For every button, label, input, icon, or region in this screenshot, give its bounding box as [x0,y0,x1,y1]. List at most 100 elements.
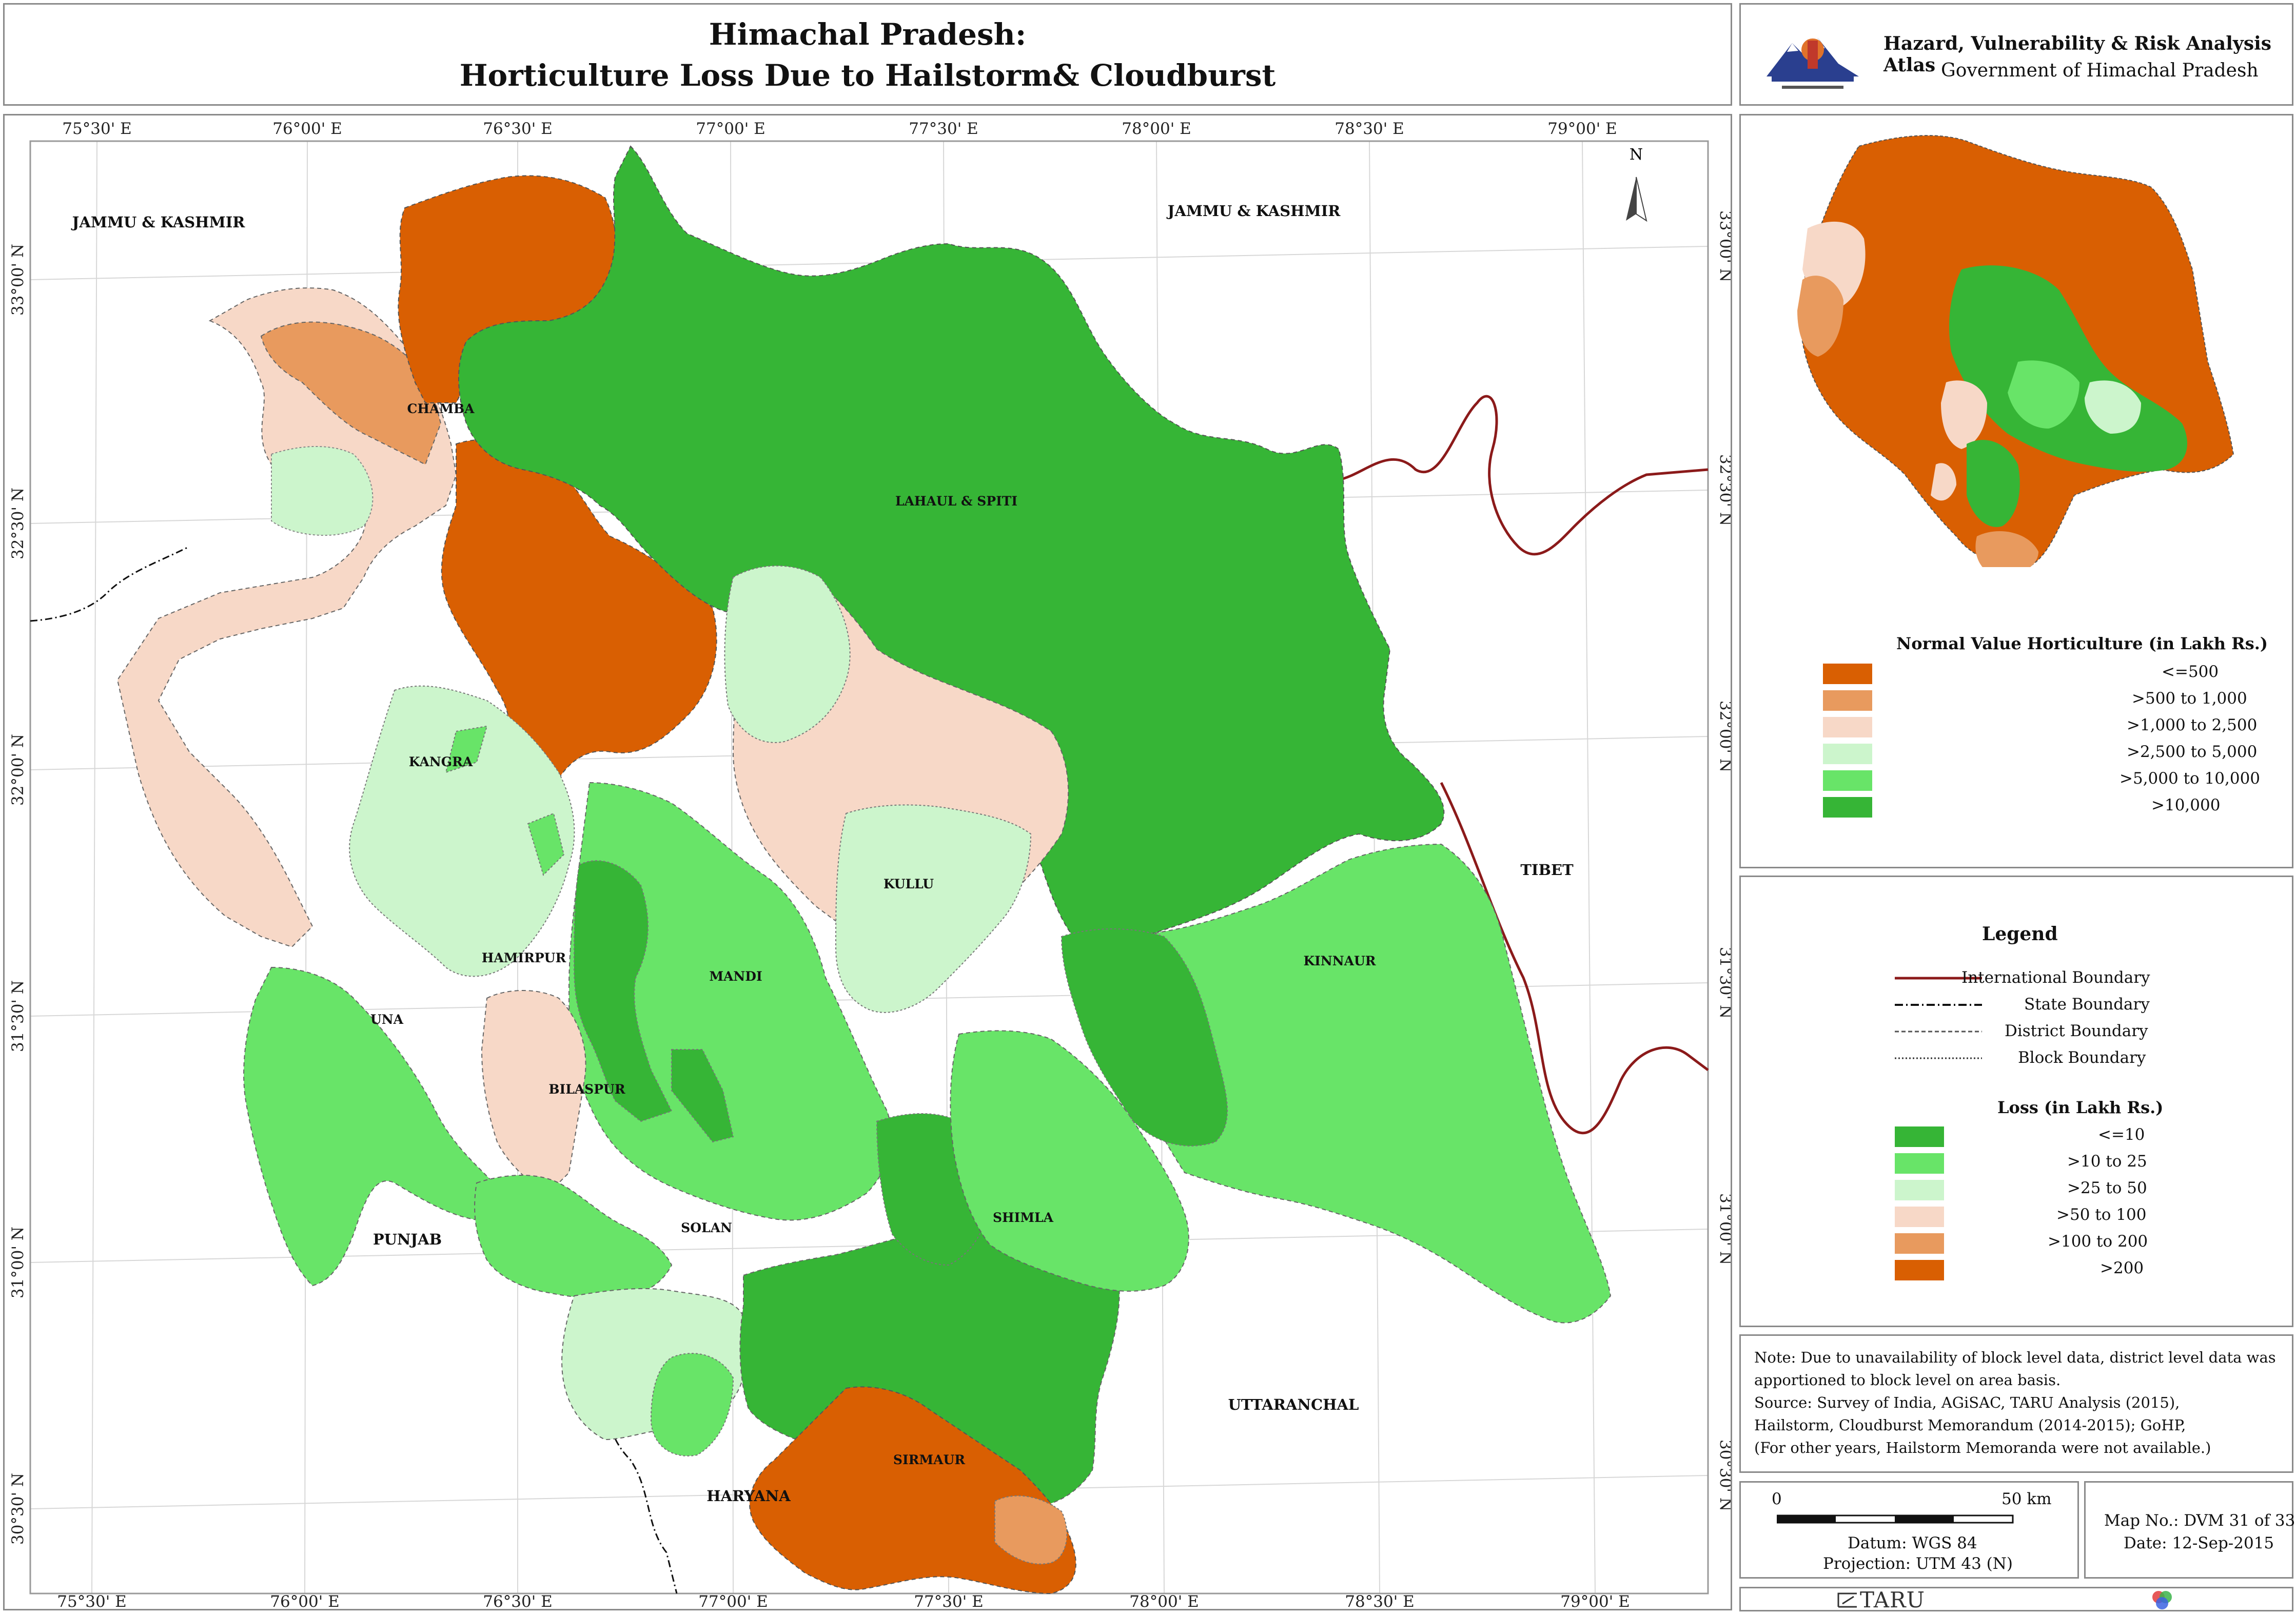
scale-bar [1777,1514,2014,1524]
lon-tick-top: 78°30' E [1335,120,1404,138]
lon-tick-top: 76°00' E [272,120,342,138]
note-line: (For other years, Hailstorm Memoranda we… [1754,1439,2211,1456]
block-sirmaur [994,1495,1068,1565]
label-hamirpur: HAMIRPUR [482,950,566,965]
title-panel: Himachal Pradesh: Horticulture Loss Due … [3,3,1732,106]
legend-line-label: District Boundary [2005,1022,2148,1040]
block-kinnaur [1061,928,1228,1146]
inset-swatch [1823,717,1872,737]
lat-tick-right: 30°30' N [1716,1440,1731,1511]
inset-swatch [1823,797,1872,818]
label-jammu-kashmir-west: JAMMU & KASHMIR [71,213,246,231]
inset-swatch [1823,690,1872,711]
loss-swatch [1895,1233,1944,1254]
label-kullu: KULLU [884,877,934,891]
label-una: UNA [370,1012,404,1027]
district-kinnaur [1071,843,1612,1324]
loss-class-label: >10 to 25 [2067,1152,2147,1171]
atlas-subtitle: Government of Himachal Pradesh [1941,60,2259,81]
note-line: Hailstorm, Cloudburst Memorandum (2014-2… [1754,1416,2186,1434]
map-number-panel: Map No.: DVM 31 of 33 Date: 12-Sep-2015 [2084,1481,2295,1579]
lat-tick-left: 32°30' N [9,488,27,559]
org-name: TARU [1860,1587,1926,1612]
label-solan: SOLAN [681,1220,732,1235]
label-jammu-kashmir-east: JAMMU & KASHMIR [1166,202,1341,220]
label-uttaranchal: UTTARANCHAL [1228,1396,1359,1413]
loss-swatch [1895,1207,1944,1227]
loss-legend-title: Loss (in Lakh Rs.) [1997,1098,2164,1117]
lat-tick-left: 32°00' N [9,734,27,806]
atlas-title: Hazard, Vulnerability & Risk Analysis At… [1883,33,2272,76]
legend-line-label: International Boundary [1961,968,2150,987]
lat-tick-right: 31°00' N [1716,1193,1731,1265]
loss-swatch [1895,1153,1944,1174]
international-boundary [1440,782,1709,1135]
loss-class-label: >100 to 200 [2048,1232,2148,1251]
loss-swatch [1895,1126,1944,1147]
legend-line-label: Block Boundary [2018,1048,2146,1067]
inset-map [1797,135,2234,567]
block-kullu-south [835,804,1032,1013]
legend-line-symbols [1895,977,1982,1059]
lat-tick-left: 33°00' N [9,244,27,316]
label-chamba: CHAMBA [407,401,475,416]
label-lahaul-spiti: LAHAUL & SPITI [895,494,1017,509]
label-kinnaur: KINNAUR [1303,954,1376,968]
inset-map-panel: Normal Value Horticulture (in Lakh Rs.) … [1739,114,2293,868]
lon-tick-bottom: 78°30' E [1345,1592,1414,1609]
note-panel: Note: Due to unavailability of block lev… [1739,1334,2293,1473]
district-hamirpur [481,990,586,1194]
lon-tick-bottom: 76°00' E [270,1592,339,1609]
district-bilaspur [474,1175,673,1299]
inset-class-label: >1,000 to 2,500 [2127,716,2258,734]
loss-class-label: >200 [2100,1259,2144,1277]
loss-class-label: >25 to 50 [2067,1179,2147,1197]
note-line: Source: Survey of India, AGiSAC, TARU An… [1754,1394,2180,1411]
lat-tick-left: 31°00' N [9,1227,27,1298]
north-label: N [1630,146,1643,164]
inset-class-label: >2,500 to 5,000 [2127,743,2258,761]
inset-legend-title: Normal Value Horticulture (in Lakh Rs.) [1896,634,2268,653]
district-lahaul-spiti [458,145,1445,948]
loss-class-label: >50 to 100 [2056,1206,2147,1224]
main-map: 75°30' E 76°00' E 76°30' E 77°00' E 77°3… [9,120,1731,1609]
taru-logo-icon [1837,1592,1857,1608]
label-bilaspur: BILASPUR [548,1082,625,1097]
main-map-panel: 75°30' E 76°00' E 76°30' E 77°00' E 77°3… [3,114,1732,1610]
lon-tick-top: 77°00' E [696,120,765,138]
label-haryana: HARYANA [707,1487,791,1505]
inset-class-label: <=500 [2162,663,2219,681]
lat-tick-right: 32°00' N [1716,701,1731,772]
inset-swatch [1823,744,1872,764]
datum-label: Datum: WGS 84 [1848,1534,1977,1552]
label-mandi: MANDI [709,969,762,984]
inset-class-label: >10,000 [2151,796,2221,814]
scale-start-label: 0 [1772,1490,1782,1508]
lon-tick-bottom: 76°30' E [483,1592,552,1609]
label-sirmaur: SIRMAUR [893,1452,965,1467]
atlas-header-panel: Hazard, Vulnerability & Risk Analysis At… [1739,3,2293,106]
label-kangra: KANGRA [409,754,473,769]
map-title-line1: Himachal Pradesh: [709,17,1027,52]
block-chamba-north [260,321,442,465]
block-kullu-north [724,565,851,743]
block-mandi [573,860,673,1122]
label-shimla: SHIMLA [993,1210,1054,1225]
lon-tick-bottom: 77°30' E [914,1592,983,1609]
block-solan [650,1353,734,1456]
district-sirmaur [749,1386,1076,1595]
lat-tick-right: 33°00' N [1716,210,1731,282]
rgb-circles-icon [2152,1591,2172,1609]
legend-line-label: State Boundary [2024,995,2150,1014]
projection-label: Projection: UTM 43 (N) [1823,1554,2013,1573]
district-una [243,966,504,1287]
state-emblem-icon [1767,38,1859,89]
lat-tick-left: 31°30' N [9,980,27,1052]
lat-tick-right: 32°30' N [1716,454,1731,526]
label-punjab: PUNJAB [373,1231,442,1248]
lon-tick-top: 79°00' E [1547,120,1617,138]
lon-tick-top: 75°30' E [62,120,131,138]
lon-tick-bottom: 79°00' E [1560,1592,1630,1609]
map-date-label: Date: 12-Sep-2015 [2124,1534,2274,1552]
inset-class-label: >5,000 to 10,000 [2120,769,2261,788]
